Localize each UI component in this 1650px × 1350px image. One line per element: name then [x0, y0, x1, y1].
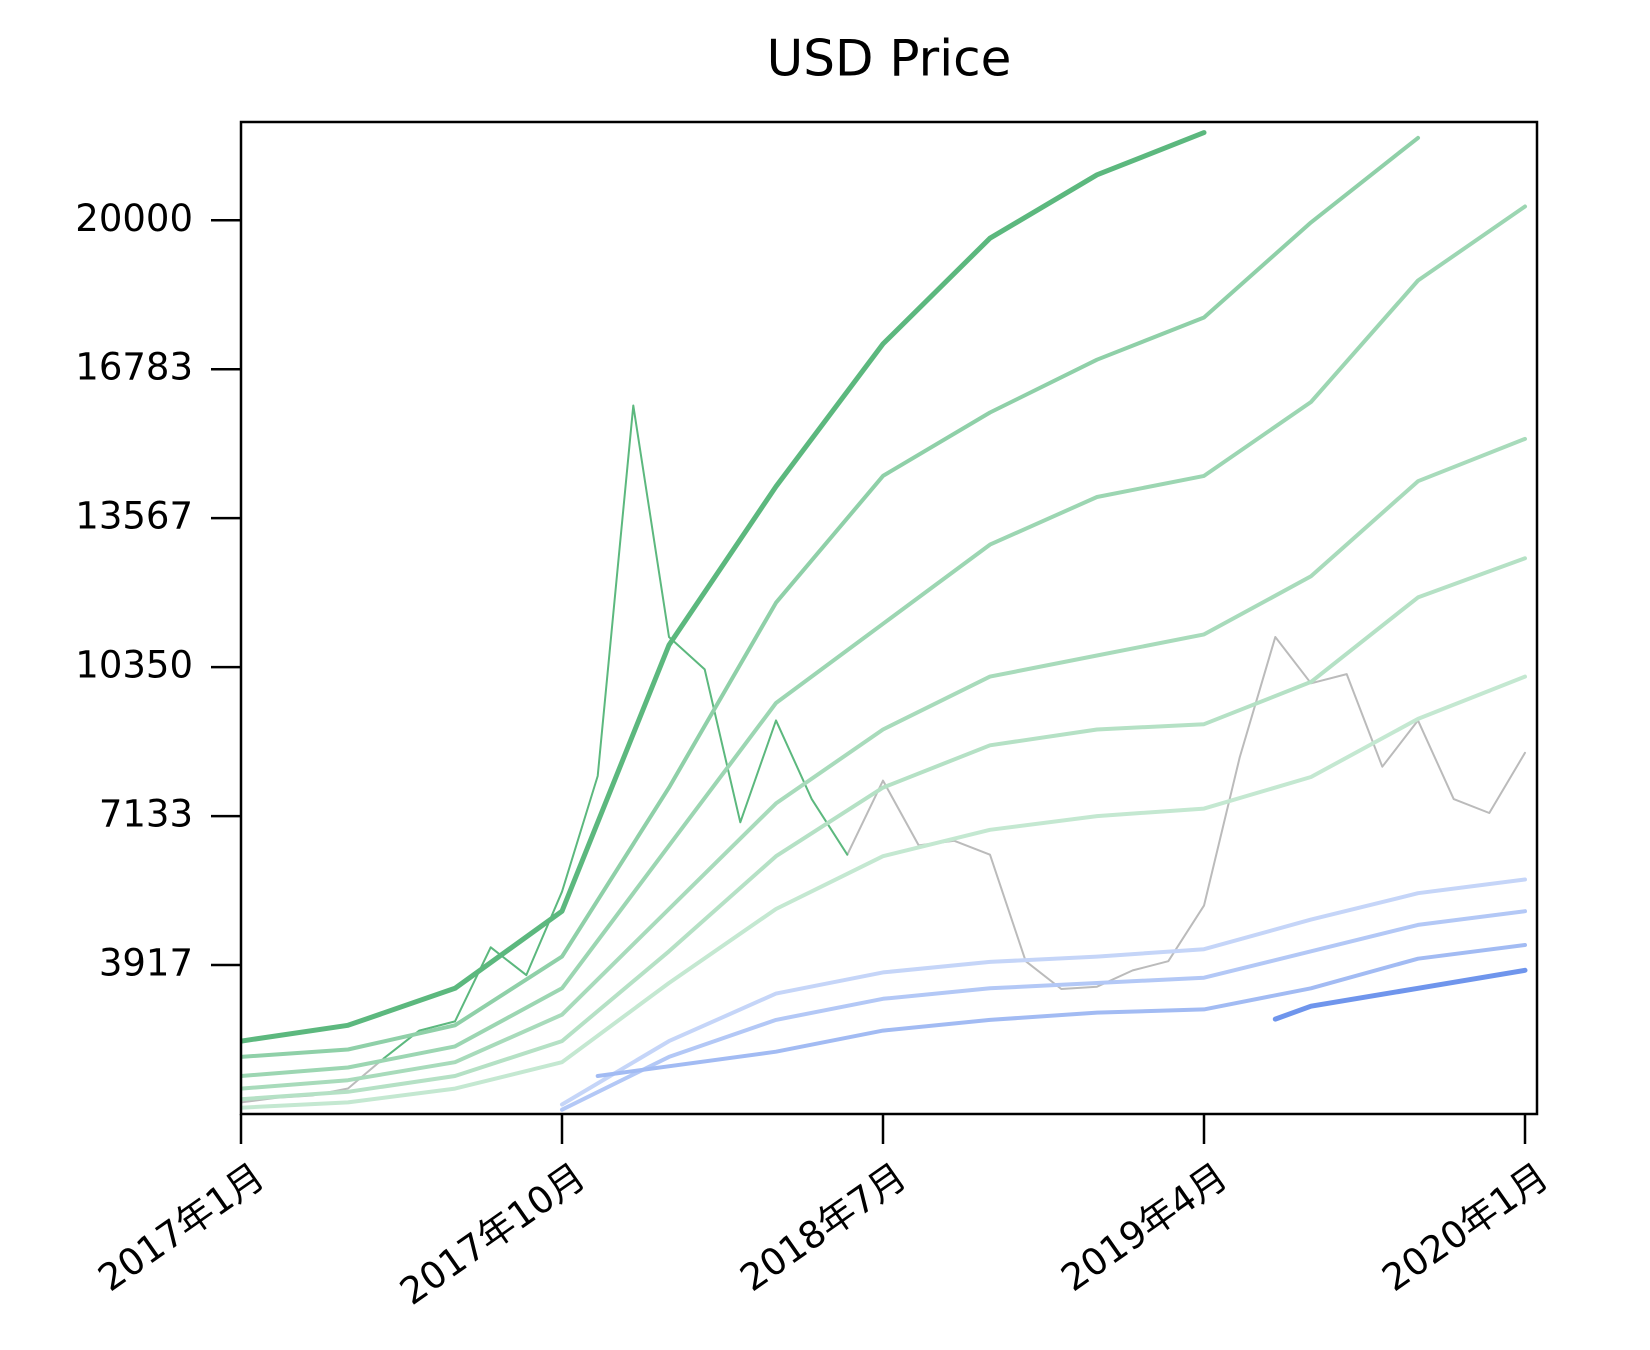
series-line — [241, 135, 1420, 1059]
plot-frame — [239, 120, 1539, 1116]
series-line — [241, 674, 1527, 1110]
y-tick-label: 10350 — [75, 644, 193, 687]
x-tick-label: 2017年1月 — [90, 1155, 272, 1300]
x-tick-label: 2018年7月 — [732, 1155, 914, 1300]
plot-lines — [241, 130, 1528, 1112]
series-line — [595, 943, 1527, 1078]
series-line — [560, 909, 1527, 1112]
x-tick-label: 2020年1月 — [1374, 1155, 1556, 1300]
y-tick-label: 20000 — [75, 197, 193, 240]
series-line — [1272, 967, 1528, 1022]
series-line — [241, 556, 1527, 1102]
y-tick-label: 13567 — [75, 495, 193, 538]
x-tick-label: 2019年4月 — [1053, 1155, 1235, 1300]
y-tick-label: 7133 — [99, 793, 193, 836]
series-line — [560, 877, 1527, 1107]
series-line — [382, 404, 849, 1060]
y-tick-label: 16783 — [75, 346, 193, 389]
series-line — [241, 436, 1527, 1091]
chart-title: USD Price — [767, 30, 1012, 88]
x-tick-label: 2017年10月 — [392, 1155, 593, 1314]
y-tick-label: 3917 — [99, 942, 193, 985]
series-line — [241, 130, 1207, 1044]
series-line — [241, 204, 1527, 1078]
